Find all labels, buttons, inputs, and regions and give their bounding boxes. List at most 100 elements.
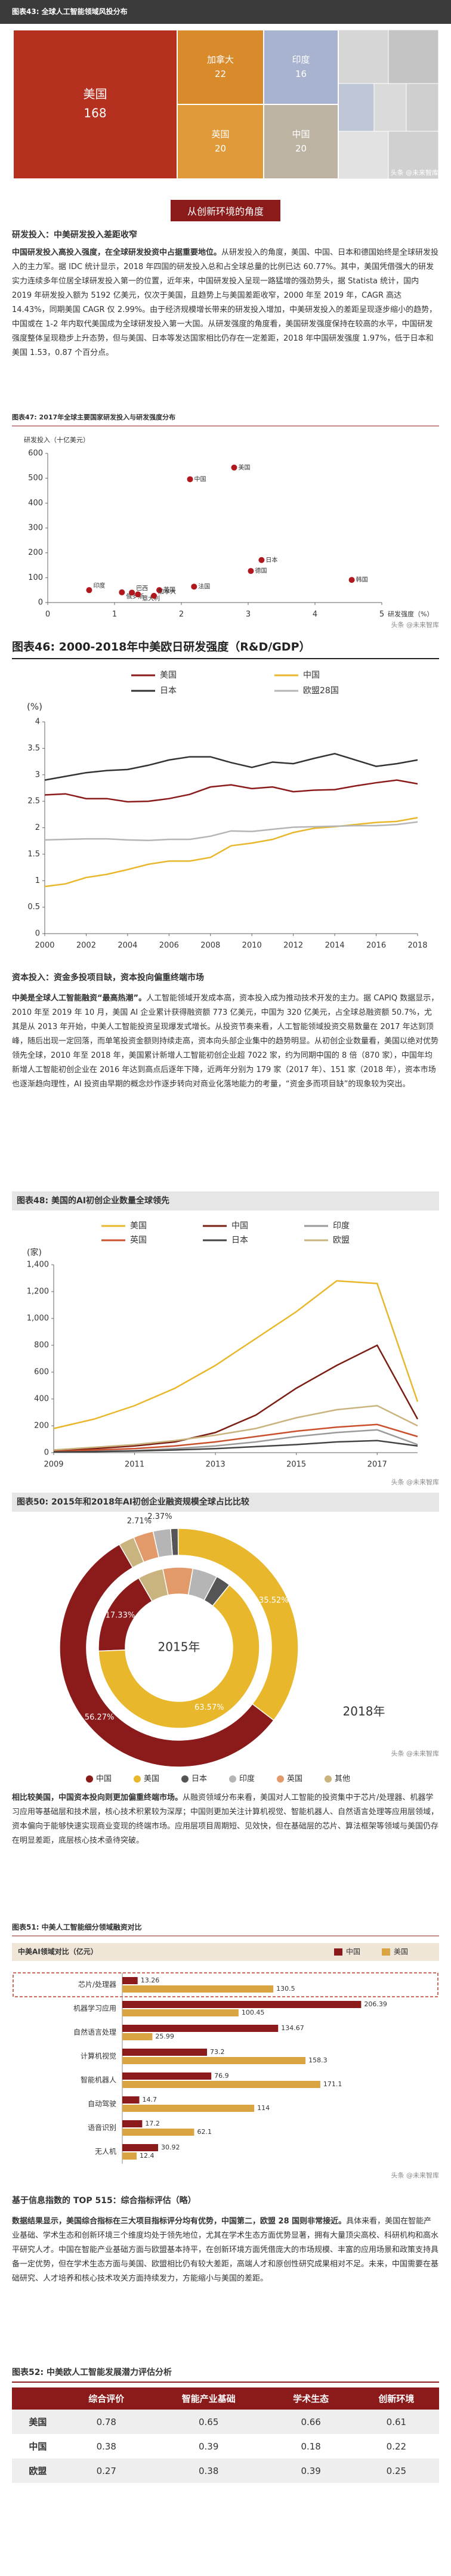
y-tick-label: 600 <box>28 449 43 458</box>
point <box>258 557 265 563</box>
value-label: 134.67 <box>281 2024 304 2032</box>
scatter-chart: 图表47: 2017年全球主要国家研发投入与研发强度分布 研发投入（十亿美元） … <box>12 413 439 629</box>
paragraph: 相比较美国，中国资本投向则更加偏重终端市场。从融资领域分布来看，美国对人工智能的… <box>0 1790 451 1918</box>
watermark: 头条 @未来智库 <box>391 1478 440 1486</box>
series-line <box>44 817 418 888</box>
title-band <box>0 0 451 24</box>
column-header: 创新环境 <box>353 2387 439 2410</box>
y-tick-label: 0 <box>35 929 40 938</box>
donut-segment <box>98 1584 260 1729</box>
series-line <box>44 779 418 803</box>
legend-label: 英国 <box>130 1235 147 1245</box>
point <box>86 587 92 594</box>
point <box>119 589 125 595</box>
block-label: 印度 <box>292 54 310 65</box>
value-label: 17.33% <box>106 1611 135 1620</box>
legend-label: 日本 <box>160 686 177 696</box>
minor-block <box>338 131 389 180</box>
series-line <box>53 1440 418 1453</box>
column-header: 智能产业基础 <box>149 2387 268 2410</box>
point-label: 俄罗斯 <box>126 592 144 600</box>
table-row: 欧盟 0.27 0.38 0.39 0.25 <box>12 2458 439 2483</box>
corner-cell <box>12 2387 64 2410</box>
legend-label: 美国 <box>394 1948 408 1956</box>
x-tick-label: 2016 <box>366 941 386 950</box>
bar <box>122 2009 239 2016</box>
treemap-block <box>177 29 264 105</box>
value-label: 171.1 <box>323 2080 342 2088</box>
bar <box>122 2049 208 2056</box>
point-label: 印度 <box>93 582 105 589</box>
value-label: 2.37% <box>147 1512 172 1521</box>
legend-swatch <box>325 1775 332 1783</box>
bar <box>122 2129 194 2136</box>
x-tick-label: 5 <box>379 610 384 619</box>
bar <box>122 2120 143 2127</box>
category-label: 计算机视觉 <box>81 2052 116 2061</box>
legend-label: 美国 <box>144 1775 159 1784</box>
y-tick-label: 600 <box>34 1368 49 1377</box>
x-tick-label: 2000 <box>35 941 54 950</box>
point <box>348 577 355 583</box>
point-label: 巴西 <box>136 585 148 592</box>
point-label: 加拿大 <box>158 588 176 595</box>
x-tick-label: 2008 <box>200 941 220 950</box>
treemap-block <box>263 29 339 105</box>
legend-label: 印度 <box>239 1774 255 1784</box>
y-tick-label: 1 <box>35 876 40 885</box>
legend-swatch <box>334 1948 342 1956</box>
chart-subtitle: 中美AI领域对比（亿元） <box>18 1947 98 1956</box>
table: 综合评价 智能产业基础 学术生态 创新环境 美国 0.78 0.65 0.66 0.61 中国 0… <box>12 2387 439 2483</box>
chart-title: 图表46: 2000-2018年中美欧日研发强度（R&D/GDP） <box>12 640 311 654</box>
title-band <box>12 1191 439 1210</box>
y-tick-label: 0.5 <box>27 903 40 912</box>
y-axis-label: 研发投入（十亿美元） <box>24 435 89 444</box>
banner: 从创新环境的角度 <box>170 199 280 221</box>
bar <box>122 2001 362 2008</box>
series-line <box>44 752 418 781</box>
category-label: 芯片/处理器 <box>78 1981 116 1989</box>
legend-label: 中国 <box>303 671 320 680</box>
paragraph: 中美是全球人工智能融资“最高热潮”。人工智能领域开发成本高，资本投入成为推动技术… <box>0 990 451 1190</box>
treemap-chart: 图表43: 全球人工智能领域风投分布 头条 @未来智库 美国 168 加拿大 22 印度… <box>0 0 451 180</box>
legend-label: 欧盟28国 <box>303 686 339 696</box>
table-cell: 0.38 <box>149 2458 268 2483</box>
value-label: 63.57% <box>194 1703 224 1712</box>
x-tick-label: 0 <box>45 610 50 619</box>
paragraph: 数据结果显示，美国综合指标在三大项目指标评分均有优势，中国第二，欧盟 28 国则… <box>0 2213 451 2356</box>
point-label: 法国 <box>198 582 210 590</box>
point <box>129 589 135 596</box>
title-band <box>12 1493 439 1512</box>
heading: 研发投入：中美研发投入差距收窄 <box>12 230 137 240</box>
point <box>135 591 141 598</box>
x-tick-label: 2018 <box>407 941 427 950</box>
chart-title: 图表50: 2015年和2018年AI初创企业融资规模全球占比比较 <box>17 1497 249 1507</box>
table-cell: 0.66 <box>268 2410 354 2434</box>
lead: 相比较美国，中国资本投向则更加偏重终端市场。 <box>12 1793 183 1802</box>
category-label: 自动驾驶 <box>88 2099 116 2108</box>
heading: 基于信息指数的 TOP 515：综合指标评估（略） <box>12 2196 196 2206</box>
legend-label: 中国 <box>231 1221 248 1231</box>
table-cell: 0.39 <box>268 2458 354 2483</box>
value-label: 17.2 <box>145 2120 159 2127</box>
row-header: 美国 <box>12 2410 64 2434</box>
block-value: 16 <box>295 69 307 79</box>
lead: 数据结果显示，美国综合指标在三大项目指标评分均有优势，中国第二，欧盟 28 国则… <box>12 2217 347 2226</box>
paragraph-text: 数据结果显示，美国综合指标在三大项目指标评分均有优势，中国第二，欧盟 28 国则… <box>12 2214 439 2286</box>
value-label: 25.99 <box>155 2033 174 2040</box>
y-tick-label: 800 <box>34 1341 49 1350</box>
banner-row: 从创新环境的角度 <box>0 197 451 224</box>
block-label: 加拿大 <box>207 54 234 65</box>
legend-label: 美国 <box>160 671 177 680</box>
column-header: 学术生态 <box>268 2387 354 2410</box>
point-label: 中国 <box>194 475 206 483</box>
point-label: 日本 <box>265 556 277 564</box>
block-value: 20 <box>295 143 307 154</box>
value-label: 30.92 <box>161 2143 180 2151</box>
legend-label: 日本 <box>231 1236 248 1245</box>
y-axis-label: (家) <box>27 1247 42 1258</box>
y-tick-label: 1,400 <box>27 1261 49 1270</box>
lead: 中国研发投入高投入强度，在全球研发投资中占据重要地位。 <box>12 248 222 257</box>
line-chart: 图表48: 美国的AI初创企业数量全球领先 (家) 头条 @未来智库 0 200 4… <box>12 1191 440 1486</box>
